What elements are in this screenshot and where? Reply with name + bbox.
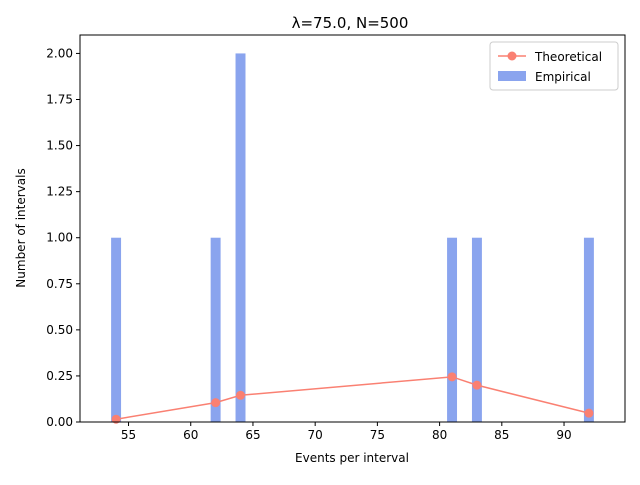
y-tick-label-8: 2.00 [46,46,73,60]
bar-empirical-54 [111,237,122,422]
y-tick-label-1: 0.25 [46,369,73,383]
y-tick-label-2: 0.50 [46,323,73,337]
y-tick-label-4: 1.00 [46,231,73,245]
bar-empirical-83 [471,237,482,422]
point-theoretical-54 [111,414,121,424]
point-theoretical-64 [236,390,246,400]
bar-empirical-81 [447,237,458,422]
y-axis: 0.00 0.25 0.50 0.75 1.00 1.25 1.50 1.75 2.00 [46,46,80,429]
bar-empirical-92 [583,237,594,422]
point-theoretical-92 [584,408,594,418]
legend-theoretical-marker-swatch [507,51,517,61]
y-axis-label: Number of intervals [14,168,28,287]
x-tick-label-55: 55 [121,428,136,442]
legend-empirical-swatch [498,71,526,81]
legend-empirical-label: Empirical [535,70,591,84]
point-theoretical-83 [472,380,482,390]
y-tick-label-0: 0.00 [46,415,73,429]
line-theoretical [115,376,590,420]
x-axis: 55 60 65 70 75 80 85 90 [121,422,572,442]
x-tick-label-60: 60 [183,428,198,442]
legend: Theoretical Empirical [489,41,619,91]
x-tick-label-75: 75 [370,428,385,442]
y-tick-label-7: 1.75 [46,93,73,107]
chart-title: λ=75.0, N=500 [292,14,409,32]
x-tick-label-65: 65 [245,428,260,442]
y-tick-label-3: 0.75 [46,277,73,291]
x-axis-label: Events per interval [295,451,409,465]
bar-empirical-64 [235,53,246,423]
x-tick-label-80: 80 [432,428,447,442]
x-tick-label-90: 90 [556,428,571,442]
y-tick-label-5: 1.25 [46,185,73,199]
point-theoretical-62 [211,398,221,408]
y-tick-label-6: 1.50 [46,139,73,153]
plot-frame [79,34,626,423]
bar-layer [111,53,594,423]
x-tick-label-70: 70 [308,428,323,442]
point-theoretical-81 [447,372,457,382]
line-layer [111,372,594,424]
x-tick-label-85: 85 [494,428,509,442]
bar-empirical-62 [210,237,221,422]
legend-theoretical-label: Theoretical [534,50,602,64]
